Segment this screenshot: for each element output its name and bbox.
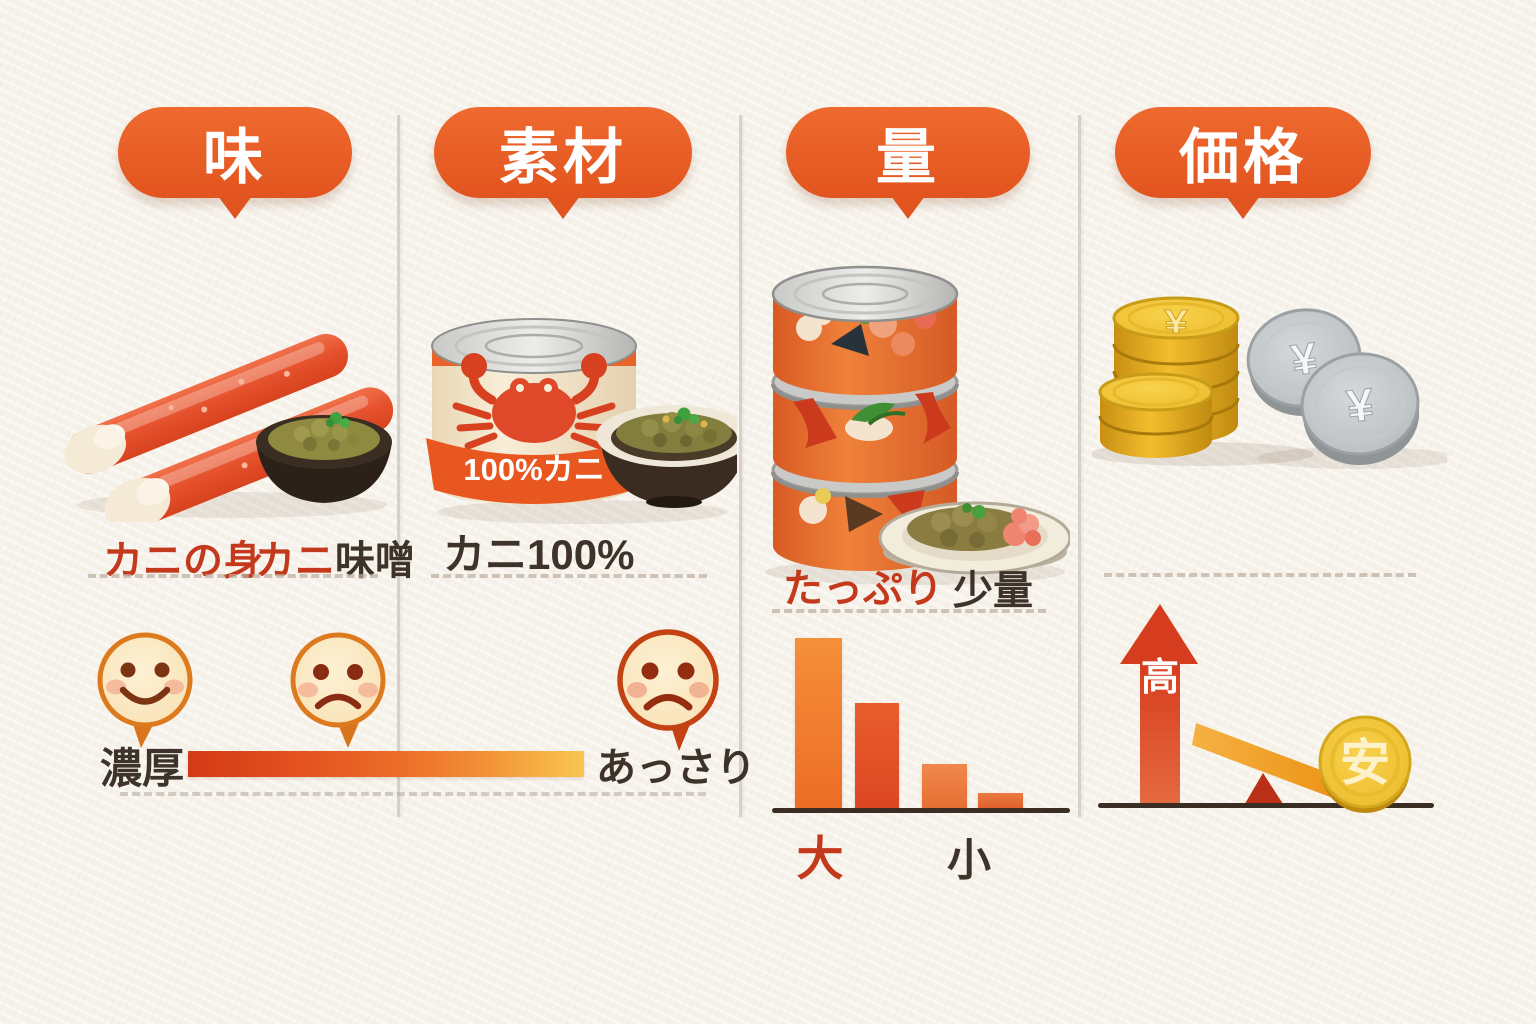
- dashed-divider: [772, 609, 1046, 613]
- crab-legs-and-miso-bowl-illustration: [64, 333, 394, 522]
- silver-coin-icon: ¥: [1300, 352, 1420, 466]
- column-divider: [1078, 115, 1081, 817]
- dashed-divider: [88, 574, 378, 578]
- crab-icon: [452, 353, 616, 450]
- seesaw-icon: [1192, 723, 1342, 807]
- material-label: カニ100%: [443, 521, 634, 582]
- taste-scale-left-label: 濃厚: [100, 735, 184, 796]
- quantity-plenty-text: たっぷり: [783, 567, 943, 611]
- bar-large: [795, 638, 842, 808]
- taste-scale-left-text: 濃厚: [100, 745, 185, 792]
- header-quantity-label: 量: [876, 124, 940, 191]
- bar-medium-small: [922, 764, 967, 808]
- up-arrow-icon: 高: [1120, 604, 1198, 807]
- taste-scale-right-text: あっさり: [596, 746, 756, 790]
- header-material-label: 素材: [499, 124, 627, 191]
- axis-large-text: 大: [796, 832, 844, 885]
- header-badge-taste: 味: [118, 107, 352, 198]
- frown-face-icon: [617, 629, 719, 751]
- frown-face-icon: [290, 632, 386, 748]
- taste-gradient-bar: [188, 751, 584, 777]
- header-badge-price: 価格: [1115, 107, 1371, 198]
- crab-can-and-bowl-illustration: 100%カニ: [426, 318, 737, 524]
- axis-small-label: 小: [944, 824, 994, 888]
- gold-coin-stack-icon: ¥: [1098, 296, 1240, 458]
- yen-symbol-silver: ¥: [1344, 379, 1376, 432]
- chart-baseline: [772, 808, 1070, 813]
- cheap-coin-icon: 安: [1318, 715, 1412, 813]
- header-badge-quantity: 量: [786, 107, 1030, 198]
- crab-can-icon: 100%カニ: [426, 318, 642, 504]
- quantity-small-label: 少量: [953, 558, 1033, 616]
- dashed-divider: [431, 574, 707, 578]
- crab-leg-icon: [64, 333, 349, 474]
- yen-symbol-gold: ¥: [1164, 304, 1187, 341]
- dashed-divider: [1104, 573, 1416, 577]
- quantity-small-text: 少量: [953, 569, 1033, 613]
- column-divider: [397, 115, 400, 817]
- dashed-divider: [120, 792, 706, 796]
- price-cheap-label: 安: [1340, 735, 1390, 791]
- price-comparison-graphic: 高 安: [1098, 604, 1434, 813]
- axis-small-text: 小: [947, 836, 991, 885]
- bar-medium-large: [855, 703, 899, 808]
- quantity-bar-chart: [772, 637, 1070, 813]
- column-divider: [739, 115, 742, 817]
- can-label-text: 100%カニ: [463, 452, 604, 487]
- miso-bowl-icon: [596, 405, 737, 508]
- smiley-face-icon: [97, 632, 193, 748]
- header-taste-label: 味: [203, 124, 267, 191]
- food-plate-icon: [878, 501, 1070, 575]
- taste-scale-right-label: あっさり: [596, 735, 756, 793]
- bar-small: [978, 793, 1023, 808]
- header-badge-material: 素材: [434, 107, 692, 198]
- price-high-label: 高: [1141, 657, 1179, 699]
- miso-bowl-icon: [256, 412, 392, 503]
- material-label-text: カニ100%: [443, 531, 635, 578]
- stacked-cans-and-plate-illustration: [765, 265, 1070, 585]
- axis-large-label: 大: [795, 820, 845, 889]
- header-price-label: 価格: [1179, 124, 1307, 191]
- quantity-plenty-label: たっぷり: [783, 556, 943, 614]
- yen-coins-illustration: ¥ ¥ ¥: [1092, 296, 1447, 469]
